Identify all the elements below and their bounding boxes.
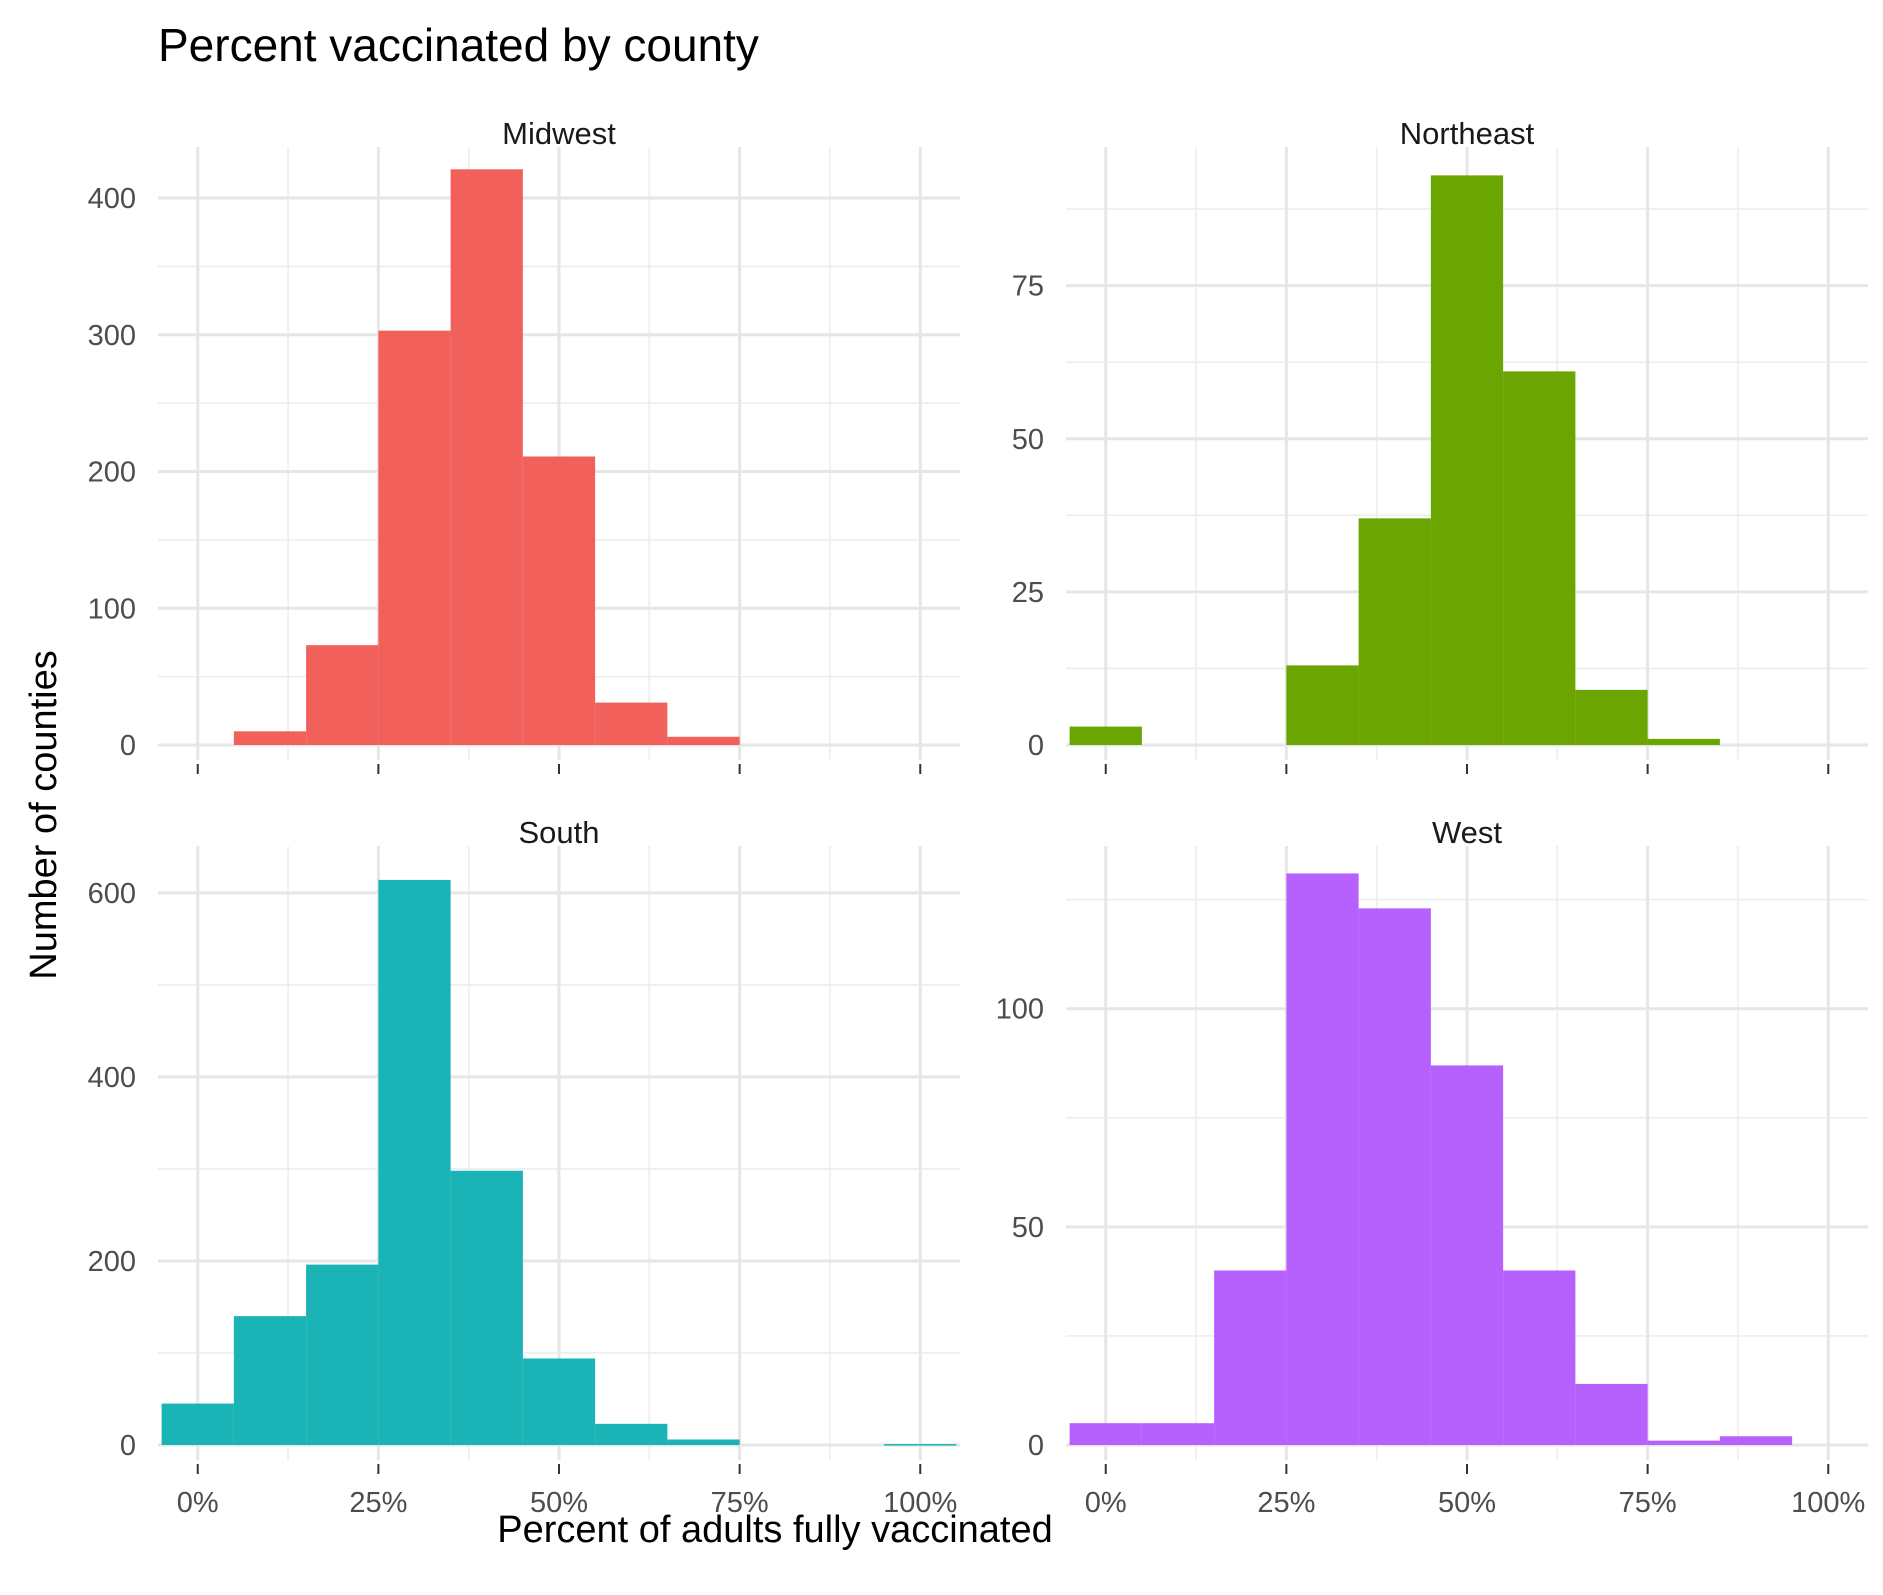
bar-west-20 xyxy=(1214,1270,1287,1445)
bar-northeast-30 xyxy=(1286,665,1359,745)
bar-midwest-20 xyxy=(306,645,379,745)
y-tick-label: 100 xyxy=(996,994,1044,1026)
bar-northeast-70 xyxy=(1575,689,1648,745)
y-tick-label: 50 xyxy=(1012,1212,1044,1244)
bar-midwest-70 xyxy=(667,736,740,745)
chart-panels: Midwest 0 100 200 300 400 Northeast 0 25 50 75 Sout… xyxy=(88,116,1868,1519)
panel-midwest: Midwest 0 100 200 300 400 xyxy=(88,116,960,774)
facet-label-south: South xyxy=(518,815,599,850)
x-tick-label: 100% xyxy=(883,1487,957,1519)
y-tick-label: 200 xyxy=(88,457,136,489)
x-tick-label: 50% xyxy=(530,1487,588,1519)
y-tick-label: 100 xyxy=(88,593,136,625)
y-tick-label: 400 xyxy=(88,1062,136,1094)
bar-west-60 xyxy=(1503,1270,1576,1445)
bar-west-90 xyxy=(1719,1436,1793,1445)
bar-west-0 xyxy=(1069,1423,1142,1445)
bar-midwest-30 xyxy=(378,330,451,745)
bar-west-50 xyxy=(1430,1065,1504,1445)
bar-northeast-80 xyxy=(1647,738,1720,745)
panel-west: West 0 50 100 0% 25% 50% 75% 100% xyxy=(996,815,1868,1519)
bar-northeast-50 xyxy=(1430,175,1504,745)
x-tick-label: 75% xyxy=(1619,1487,1677,1519)
bar-midwest-50 xyxy=(522,456,596,745)
bar-northeast-0 xyxy=(1069,726,1142,745)
bar-south-50 xyxy=(522,1358,596,1445)
x-tick-label: 50% xyxy=(1438,1487,1496,1519)
y-tick-label: 25 xyxy=(1012,577,1044,609)
x-tick-label: 25% xyxy=(1257,1487,1315,1519)
y-axis-title: Number of counties xyxy=(23,650,65,980)
panel-northeast: Northeast 0 25 50 75 xyxy=(1012,116,1868,774)
y-tick-label: 0 xyxy=(1028,730,1044,762)
y-tick-label: 400 xyxy=(88,183,136,215)
bar-south-30 xyxy=(378,879,451,1445)
bar-south-70 xyxy=(667,1439,740,1445)
bar-south-100 xyxy=(884,1444,957,1446)
bar-west-40 xyxy=(1358,908,1431,1445)
x-tick-label: 0% xyxy=(1085,1487,1127,1519)
bar-midwest-40 xyxy=(450,169,523,745)
y-tick-label: 300 xyxy=(88,320,136,352)
bar-northeast-60 xyxy=(1503,371,1576,745)
bar-south-20 xyxy=(306,1264,379,1445)
chart-title: Percent vaccinated by county xyxy=(158,19,759,71)
bar-west-30 xyxy=(1286,873,1359,1445)
y-tick-label: 0 xyxy=(120,1430,136,1462)
y-tick-label: 0 xyxy=(120,730,136,762)
bar-south-10 xyxy=(233,1316,307,1445)
bar-west-80 xyxy=(1647,1440,1720,1445)
y-tick-label: 0 xyxy=(1028,1430,1044,1462)
facet-label-northeast: Northeast xyxy=(1400,116,1535,151)
y-tick-label: 200 xyxy=(88,1246,136,1278)
bar-south-0 xyxy=(161,1403,234,1445)
bar-midwest-10 xyxy=(233,731,307,745)
facet-label-midwest: Midwest xyxy=(502,116,616,151)
bar-west-70 xyxy=(1575,1383,1648,1445)
y-tick-label: 600 xyxy=(88,878,136,910)
x-tick-label: 75% xyxy=(711,1487,769,1519)
x-tick-label: 100% xyxy=(1791,1487,1865,1519)
bar-northeast-40 xyxy=(1358,518,1431,745)
facet-label-west: West xyxy=(1432,815,1502,850)
x-tick-label: 25% xyxy=(349,1487,407,1519)
bar-midwest-60 xyxy=(595,702,668,745)
panel-south: South 0 200 400 600 0% 25% 50% 75% 100% xyxy=(88,815,960,1519)
y-tick-label: 75 xyxy=(1012,271,1044,303)
bar-south-60 xyxy=(595,1423,668,1445)
bar-west-10 xyxy=(1141,1423,1215,1445)
bar-south-40 xyxy=(450,1170,523,1445)
y-tick-label: 50 xyxy=(1012,424,1044,456)
x-axis-title: Percent of adults fully vaccinated xyxy=(497,1509,1053,1551)
x-tick-label: 0% xyxy=(177,1487,219,1519)
